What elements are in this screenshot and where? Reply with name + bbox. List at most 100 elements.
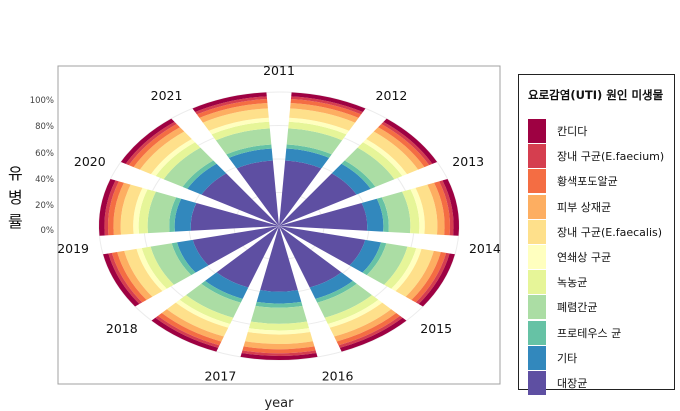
wedge-segment [202,108,269,131]
stacked-wedges [99,92,459,360]
year-label: 2018 [106,321,138,336]
wedge-segment [366,243,408,285]
wedge-segment [211,121,270,141]
wedge-segment [120,184,143,235]
wedge-segment [196,99,268,118]
year-label: 2019 [57,241,89,256]
legend-label: 연쇄상 구균 [557,251,612,264]
wedge-segment [418,253,455,307]
wedge-segment [442,178,459,236]
wedge-segment [381,191,411,234]
wedge-segment [324,295,379,324]
wedge-segment [248,321,310,331]
year-labels: 2011 2012 2013 2014 2015 2016 2017 2018 2019 2020… [57,63,501,384]
wedge-segment [378,123,430,168]
wedge-segment [190,202,279,231]
legend-label: 폐렴간균 [557,301,598,315]
wedge-segment [182,160,217,189]
wedge-segment [150,243,192,285]
wedge-segment [279,226,366,266]
y-tick-label: 40% [35,175,54,185]
wedge-segment [205,272,249,299]
wedge-segment [133,187,148,234]
wedge-segment [179,295,234,324]
wedge-segment [195,96,268,115]
wedge-segment [331,163,371,195]
wedge-segment [439,180,454,236]
wedge-segment [381,121,433,166]
wedge-segment [415,252,450,305]
wedge-segment [185,283,241,318]
wedge-segment [411,252,447,303]
wedge-segment [107,181,124,236]
wedge-segment [338,315,403,348]
year-label: 2014 [469,241,501,256]
wedge-segment [113,182,131,235]
wedge-segment [279,226,342,288]
wedge-segment [169,197,182,232]
wedge-segment [120,118,175,164]
wedge-segment [334,309,397,342]
y-tick-label: 100% [30,96,54,106]
wedge-segment [344,147,395,187]
year-label: 2011 [263,63,295,78]
year-label: 2016 [322,369,354,384]
year-label: 2017 [204,369,236,384]
y-tick-label: 80% [35,122,54,132]
wedge-segment [141,246,174,289]
wedge-segment [373,127,425,170]
wedge-segment [279,173,357,226]
wedge-segment [155,142,201,180]
wedge-segment [133,127,185,170]
legend-label: 프로테우스 균 [557,326,622,340]
wedge-segment [161,309,224,342]
wedge-segment [99,178,116,236]
wedge-segment [427,182,445,235]
legend-title: 요로감염(UTI) 원인 미생물 [528,88,664,102]
wedge-segment [376,197,389,232]
wedge-segment [288,117,350,135]
wedge-segment [384,246,417,289]
y-tick-labels: 0% 20% 40% 60% 80% 100% [30,96,54,236]
wedge-segment [241,350,317,356]
wedge-segment [228,148,273,169]
legend-key [528,270,546,295]
y-axis-title-char: 병 [8,188,23,207]
y-tick-label: 60% [35,149,54,159]
wedge-segment [201,280,243,303]
wedge-segment [395,248,434,297]
wedge-segment [256,290,302,304]
legend-key [528,194,546,219]
wedge-segment [315,280,357,303]
legend-label: 황색포도알균 [557,175,618,189]
wedge-segment [362,242,387,276]
wedge-segment [226,144,272,158]
x-axis-title: year [264,396,294,411]
wedge-segment [240,352,318,360]
wedge-segment [317,283,373,318]
legend-label: 칸디다 [557,125,588,138]
legend-key [528,320,546,345]
y-axis-title-char: 유 [8,164,23,183]
wedge-segment [187,163,227,195]
wedge-segment [285,148,330,169]
wedge-segment [434,181,450,236]
wedge-segment [242,346,316,354]
wedge-segment [349,239,382,273]
wedge-segment [175,299,231,328]
wedge-segment [236,160,279,226]
legend-key [528,345,546,370]
wedge-segment [192,92,267,113]
wedge-segment [117,250,153,301]
wedge-segment [176,239,209,273]
wedge-segment [124,248,163,297]
wedge-segment [291,92,366,113]
wedge-segment [279,160,322,226]
wedge-segment [215,128,272,155]
wedge-segment [108,252,143,305]
wedge-segment [289,108,356,131]
wedge-segment [250,305,308,324]
legend-label: 장내 구균(E.faecium) [557,150,665,164]
